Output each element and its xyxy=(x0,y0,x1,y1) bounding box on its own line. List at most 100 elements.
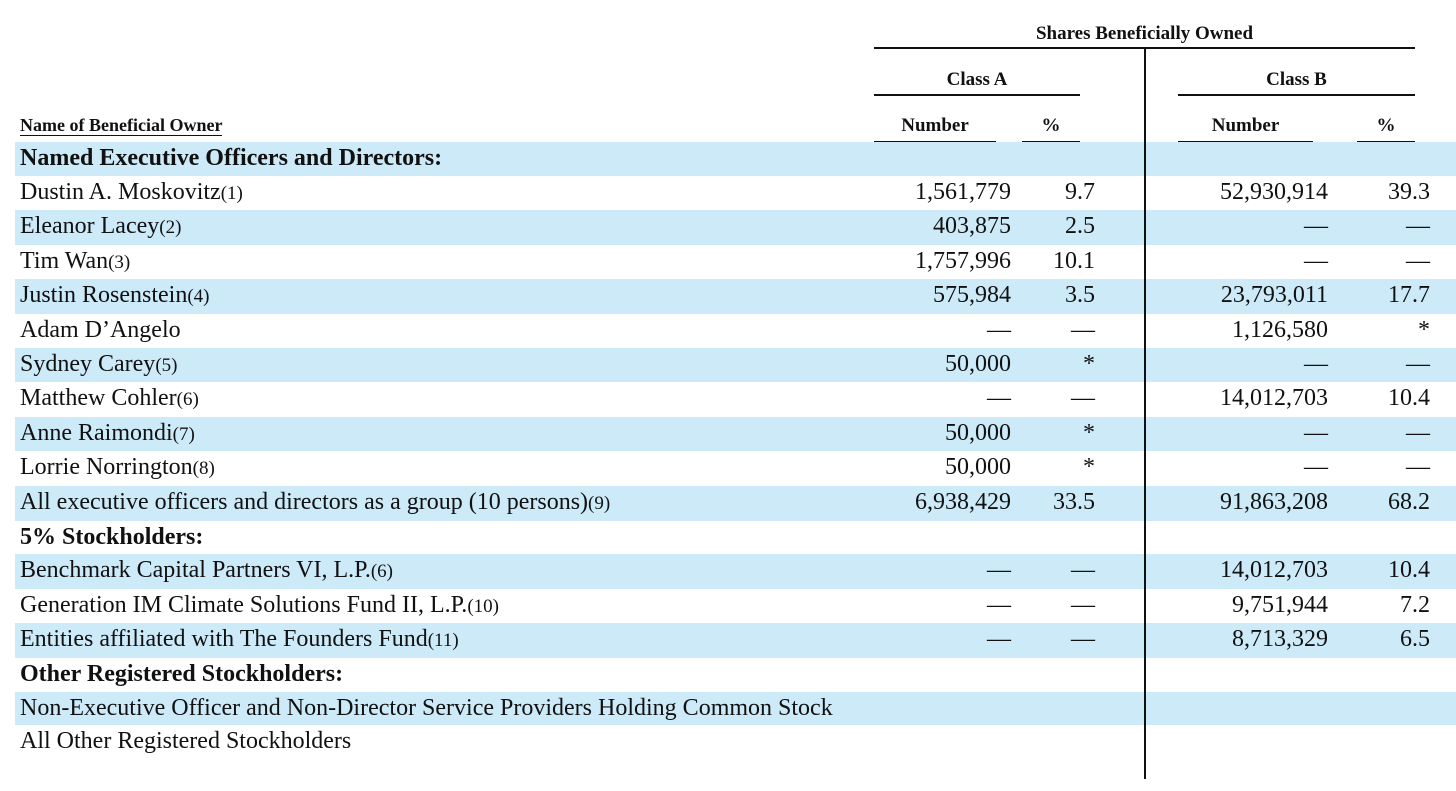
table-body: Named Executive Officers and Directors: D… xyxy=(15,142,1456,759)
number-cell: 14,012,703 xyxy=(1220,385,1328,412)
number-cell: 9,751,944 xyxy=(1232,591,1328,618)
owner-name-text: Tim Wan xyxy=(20,247,109,274)
owner-name: Benchmark Capital Partners VI, L.P.(6) xyxy=(15,554,838,589)
table-row: Entities affiliated with The Founders Fu… xyxy=(15,623,1456,658)
number-cell: 50,000 xyxy=(945,419,1011,446)
number-cell: — xyxy=(987,316,1011,343)
column-header: Number xyxy=(901,115,969,136)
number-cell: 23,793,011 xyxy=(1220,282,1328,309)
number-cell: — xyxy=(1304,247,1328,274)
percent-cell: — xyxy=(1406,454,1430,481)
footnote-ref: (6) xyxy=(370,561,393,583)
owner-name-text: Other Registered Stockholders: xyxy=(20,660,344,687)
footnote-ref: (3) xyxy=(108,251,131,273)
owner-name: Generation IM Climate Solutions Fund II,… xyxy=(15,589,838,624)
number-cell: — xyxy=(987,591,1011,618)
percent-cell: 7.2 xyxy=(1400,591,1430,618)
percent-cell: — xyxy=(1071,385,1095,412)
owner-name: Entities affiliated with The Founders Fu… xyxy=(15,623,838,658)
owner-name: All Other Registered Stockholders xyxy=(15,725,838,759)
footnote-ref: (7) xyxy=(172,423,195,445)
owner-name-text: Generation IM Climate Solutions Fund II,… xyxy=(20,591,468,618)
percent-cell: — xyxy=(1071,316,1095,343)
owner-name-text: Adam D’Angelo xyxy=(20,316,181,343)
owner-name-text: All Other Registered Stockholders xyxy=(20,728,352,755)
owner-name-text: Sydney Carey xyxy=(20,350,156,377)
percent-cell: * xyxy=(1083,454,1095,481)
group-header: Shares Beneficially Owned xyxy=(1035,23,1254,44)
percent-cell: — xyxy=(1071,557,1095,584)
table-row: All Other Registered Stockholders xyxy=(15,725,1456,759)
percent-cell: * xyxy=(1083,350,1095,377)
table-row: All executive officers and directors as … xyxy=(15,485,1456,521)
table-row: Dustin A. Moskovitz(1) 1,561,779 9.7 52,930… xyxy=(15,176,1456,211)
percent-cell: 10.4 xyxy=(1388,385,1430,412)
number-cell: — xyxy=(1304,350,1328,377)
owner-name: Matthew Cohler(6) xyxy=(15,382,838,417)
number-cell: 6,938,429 xyxy=(915,488,1011,515)
footnote-ref: (6) xyxy=(176,389,199,411)
owner-name-text: Matthew Cohler xyxy=(20,385,177,412)
table-row: Other Registered Stockholders: xyxy=(15,658,1456,692)
rule xyxy=(1178,94,1415,96)
percent-cell: 6.5 xyxy=(1400,626,1430,653)
rule xyxy=(874,94,1080,96)
percent-cell: 9.7 xyxy=(1065,178,1095,205)
owner-name-text: Entities affiliated with The Founders Fu… xyxy=(20,626,428,653)
owner-name-text: All executive officers and directors as … xyxy=(20,488,589,515)
number-cell: 1,561,779 xyxy=(915,178,1011,205)
column-header: Number xyxy=(1211,115,1280,136)
owner-name-text: Benchmark Capital Partners VI, L.P. xyxy=(20,557,371,584)
column-header: % xyxy=(1376,115,1396,136)
owner-name-text: Eleanor Lacey xyxy=(20,213,160,240)
number-cell: 575,984 xyxy=(933,282,1011,309)
name-column-header: Name of Beneficial Owner xyxy=(20,115,223,136)
owner-name: Dustin A. Moskovitz(1) xyxy=(15,176,838,211)
footnote-ref: (1) xyxy=(220,182,243,204)
percent-cell: — xyxy=(1406,419,1430,446)
number-cell: — xyxy=(987,385,1011,412)
owner-name: Justin Rosenstein(4) xyxy=(15,279,838,314)
footnote-ref: (4) xyxy=(187,286,210,308)
owner-name: 5% Stockholders: xyxy=(15,521,838,555)
table-row: Non-Executive Officer and Non-Director S… xyxy=(15,691,1456,726)
owner-name: Eleanor Lacey(2) xyxy=(15,210,838,245)
owner-name: Named Executive Officers and Directors: xyxy=(15,142,838,176)
number-cell: 1,757,996 xyxy=(915,247,1011,274)
number-cell: — xyxy=(987,557,1011,584)
owner-name: Lorrie Norrington(8) xyxy=(15,451,838,486)
percent-cell: 2.5 xyxy=(1065,213,1095,240)
owner-name-text: Lorrie Norrington xyxy=(20,454,193,481)
percent-cell: 39.3 xyxy=(1388,178,1430,205)
number-cell: 91,863,208 xyxy=(1220,488,1328,515)
owner-name: All executive officers and directors as … xyxy=(15,486,838,521)
percent-cell: — xyxy=(1406,247,1430,274)
percent-cell: — xyxy=(1406,350,1430,377)
owner-name-text: 5% Stockholders: xyxy=(20,523,204,550)
table-row: 5% Stockholders: xyxy=(15,521,1456,555)
footnote-ref: (5) xyxy=(155,354,178,376)
footnote-ref: (10) xyxy=(467,595,499,617)
number-cell: 403,875 xyxy=(933,213,1011,240)
owner-name-text: Dustin A. Moskovitz xyxy=(20,178,221,205)
table-row: Generation IM Climate Solutions Fund II,… xyxy=(15,589,1456,624)
table-row: Benchmark Capital Partners VI, L.P.(6) — —… xyxy=(15,554,1456,589)
table-row: Matthew Cohler(6) — — 14,012,703 10.4 xyxy=(15,382,1456,417)
footnote-ref: (2) xyxy=(159,217,182,239)
class-a-header: Class A xyxy=(946,69,1008,90)
table-row: Anne Raimondi(7) 50,000 * — — xyxy=(15,416,1456,452)
number-cell: — xyxy=(987,626,1011,653)
number-cell: 1,126,580 xyxy=(1232,316,1328,343)
percent-cell: * xyxy=(1418,316,1430,343)
percent-cell: 3.5 xyxy=(1065,282,1095,309)
number-cell: — xyxy=(1304,454,1328,481)
number-cell: — xyxy=(1304,419,1328,446)
divider xyxy=(1144,48,1146,779)
number-cell: 50,000 xyxy=(945,454,1011,481)
percent-cell: 10.1 xyxy=(1053,247,1095,274)
owner-name: Non-Executive Officer and Non-Director S… xyxy=(15,692,838,726)
number-cell: 52,930,914 xyxy=(1220,178,1328,205)
number-cell: 14,012,703 xyxy=(1220,557,1328,584)
table-row: Justin Rosenstein(4) 575,984 3.5 23,793,011… xyxy=(15,279,1456,314)
